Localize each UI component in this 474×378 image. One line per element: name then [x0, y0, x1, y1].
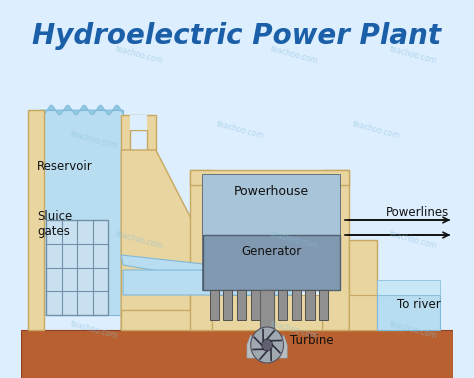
Polygon shape — [121, 115, 156, 150]
Polygon shape — [28, 110, 44, 330]
Text: Reservoir: Reservoir — [37, 160, 93, 173]
Text: Powerhouse: Powerhouse — [234, 185, 309, 198]
Text: teachoo.com: teachoo.com — [388, 229, 438, 251]
Text: Generator: Generator — [242, 245, 302, 258]
Polygon shape — [121, 255, 212, 280]
Text: teachoo.com: teachoo.com — [270, 319, 319, 341]
Polygon shape — [39, 105, 123, 115]
Text: teachoo.com: teachoo.com — [115, 44, 164, 66]
Polygon shape — [212, 280, 285, 295]
Bar — [260, 290, 274, 340]
Bar — [237, 290, 246, 320]
Bar — [264, 290, 273, 320]
Text: teachoo.com: teachoo.com — [388, 319, 438, 341]
Polygon shape — [190, 170, 349, 185]
Text: teachoo.com: teachoo.com — [69, 129, 118, 151]
Bar — [203, 235, 340, 290]
Polygon shape — [247, 333, 287, 358]
Bar — [210, 290, 219, 320]
Bar — [319, 290, 328, 320]
Polygon shape — [130, 115, 147, 130]
Text: Hydroelectric Power Plant: Hydroelectric Power Plant — [32, 22, 442, 50]
Text: To river: To river — [397, 299, 440, 311]
Polygon shape — [322, 170, 349, 330]
Polygon shape — [121, 295, 349, 330]
Text: teachoo.com: teachoo.com — [270, 44, 319, 66]
Bar — [223, 290, 232, 320]
Polygon shape — [39, 110, 123, 315]
Bar — [203, 175, 340, 235]
Bar — [305, 290, 315, 320]
Text: teachoo.com: teachoo.com — [215, 119, 264, 141]
Polygon shape — [376, 280, 440, 295]
Bar — [251, 290, 260, 320]
Text: Powerlines: Powerlines — [386, 206, 449, 220]
Text: teachoo.com: teachoo.com — [270, 229, 319, 251]
Bar — [46, 220, 109, 315]
Polygon shape — [349, 295, 376, 330]
Bar — [292, 290, 301, 320]
Circle shape — [262, 339, 273, 351]
Bar — [203, 175, 340, 290]
Bar — [278, 290, 287, 320]
Bar — [203, 235, 340, 290]
Polygon shape — [190, 170, 212, 330]
Text: Turbine: Turbine — [290, 333, 334, 347]
Polygon shape — [349, 240, 404, 330]
Text: teachoo.com: teachoo.com — [388, 44, 438, 66]
Text: teachoo.com: teachoo.com — [115, 229, 164, 251]
Polygon shape — [123, 265, 294, 295]
Polygon shape — [121, 150, 212, 330]
Polygon shape — [21, 330, 453, 378]
Text: Sluice
gates: Sluice gates — [37, 210, 73, 238]
Text: teachoo.com: teachoo.com — [352, 119, 401, 141]
Text: teachoo.com: teachoo.com — [69, 319, 118, 341]
Polygon shape — [212, 295, 322, 330]
Circle shape — [251, 327, 283, 363]
Polygon shape — [376, 295, 440, 330]
